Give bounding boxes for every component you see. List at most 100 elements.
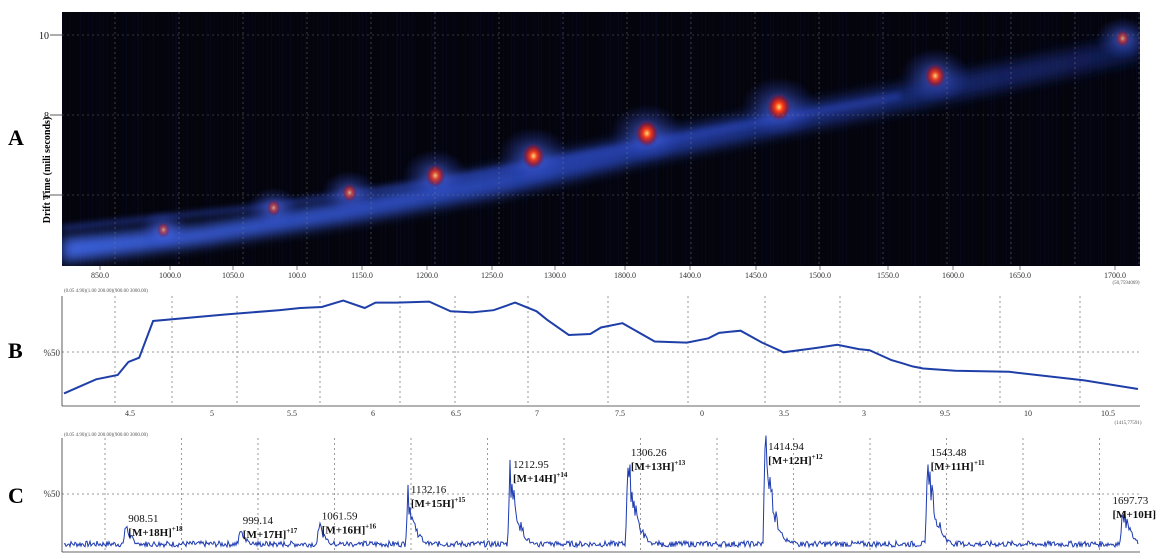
panel-b-x-tick-label: 10 xyxy=(1024,409,1032,418)
heatmap-streak xyxy=(263,12,265,266)
heatmap-x-tick-label: 1600.0 xyxy=(942,271,964,280)
heatmap-streak xyxy=(355,12,356,266)
heatmap-streak xyxy=(313,12,315,266)
heatmap-y-tick-8: 8 xyxy=(44,111,49,122)
peak-ion-label: [M+14H] xyxy=(513,473,557,485)
heatmap-streak xyxy=(602,12,604,266)
heatmap-streak xyxy=(404,12,406,266)
heatmap-streak xyxy=(469,12,470,266)
heatmap-streak xyxy=(255,12,257,266)
peak-charge-label: +18 xyxy=(172,525,183,533)
heatmap-streak xyxy=(69,12,71,266)
heatmap-streak xyxy=(987,12,989,266)
peak-mz-label: 1306.26 xyxy=(631,447,667,459)
heatmap-streak xyxy=(122,12,124,266)
heatmap-streak xyxy=(797,12,799,266)
heatmap-streak xyxy=(492,12,494,266)
heatmap-streak xyxy=(564,12,565,266)
heatmap-streak xyxy=(991,12,993,266)
heatmap-streak xyxy=(945,12,947,266)
heatmap-streak xyxy=(111,12,112,266)
heatmap-streak xyxy=(880,12,882,266)
peak-ion-label: [M+17H] xyxy=(243,529,287,541)
heatmap-x-tick-label: 1400.0 xyxy=(679,271,701,280)
heatmap-streak xyxy=(320,12,321,266)
peak-charge-label: +17 xyxy=(286,527,297,535)
heatmap-streak xyxy=(366,12,368,266)
heatmap-streak xyxy=(1002,12,1004,266)
heatmap-streak xyxy=(393,12,395,266)
heatmap-streak xyxy=(1105,12,1107,266)
heatmap-streak xyxy=(141,12,143,266)
heatmap-streak xyxy=(328,12,330,266)
panel-c-spectrum-trace xyxy=(63,435,1139,549)
heatmap-y-label: Drift Time (mili seconds) xyxy=(42,117,53,224)
heatmap-spot xyxy=(156,221,171,239)
heatmap-streak xyxy=(282,12,284,266)
heatmap-streak xyxy=(964,12,965,266)
heatmap-streak xyxy=(968,12,970,266)
heatmap-x-tick-label: 1250.0 xyxy=(481,271,503,280)
heatmap-streak xyxy=(922,12,924,266)
heatmap-streak xyxy=(998,12,999,266)
heatmap-streak xyxy=(899,12,901,266)
heatmap-streak xyxy=(876,12,878,266)
heatmap-streak xyxy=(926,12,928,266)
heatmap-streak xyxy=(134,12,136,266)
panel-b-x-tick-label: 7.5 xyxy=(615,409,625,418)
panel-b-header: (0.05 4.90)(1.00 200.00)(900.00 3000.00) xyxy=(64,289,148,294)
heatmap-streak xyxy=(1078,12,1080,266)
peak-charge-label: +11 xyxy=(974,459,985,467)
panel-a-heatmap: Drift Time (mili seconds) 10 8 5 850.0 10… xyxy=(39,12,1140,286)
heatmap-streak xyxy=(358,12,360,266)
panel-b-x-tick-label: 9.5 xyxy=(940,409,950,418)
heatmap-streak xyxy=(846,12,848,266)
panel-b-x-tick-label: 5.5 xyxy=(287,409,297,418)
heatmap-streak xyxy=(149,12,151,266)
heatmap-streak xyxy=(153,12,155,266)
heatmap-spots xyxy=(138,17,1140,250)
heatmap-streak xyxy=(476,12,478,266)
peak-charge-label: +14 xyxy=(556,471,567,479)
heatmap-streak xyxy=(65,12,67,266)
peak-charge-label: +12 xyxy=(812,453,823,461)
heatmap-streak xyxy=(103,12,105,266)
heatmap-streak xyxy=(1090,12,1092,266)
heatmap-streak xyxy=(359,12,361,266)
heatmap-streak xyxy=(324,12,326,266)
panel-b-x-tick-label: 0 xyxy=(700,409,704,418)
heatmap-y-tick-10: 10 xyxy=(39,31,49,42)
panel-b-x-tick-label: 7 xyxy=(535,409,539,418)
heatmap-streak xyxy=(397,12,399,266)
heatmap-streak xyxy=(1098,12,1100,266)
heatmap-x-tick-label: 1000.0 xyxy=(159,271,181,280)
heatmap-streak xyxy=(496,12,497,266)
heatmap-streak xyxy=(1040,12,1042,266)
heatmap-streak xyxy=(1056,12,1058,266)
panel-b-x-tick-label: 3 xyxy=(862,409,866,418)
heatmap-streak xyxy=(800,12,802,266)
heatmap-streak xyxy=(804,12,806,266)
heatmap-spot xyxy=(266,198,282,217)
heatmap-streak xyxy=(568,12,570,266)
peak-ion-label: [M+16H] xyxy=(322,525,366,537)
heatmap-streak xyxy=(472,12,474,266)
peak-ion-label: [M+10H] xyxy=(1112,509,1156,521)
heatmap-streak xyxy=(873,12,875,266)
heatmap-spot xyxy=(1114,28,1131,48)
peak-mz-label: 1543.48 xyxy=(931,447,967,459)
heatmap-streak xyxy=(351,12,353,266)
heatmap-x-tick-label: 1300.0 xyxy=(544,271,566,280)
heatmap-streak xyxy=(195,12,197,266)
heatmap-streak xyxy=(789,12,790,266)
heatmap-streak xyxy=(1139,12,1140,266)
heatmap-streak xyxy=(983,12,985,266)
heatmap-streak xyxy=(823,12,824,266)
peak-mz-label: 1132.16 xyxy=(411,484,447,496)
heatmap-spot xyxy=(521,141,546,170)
heatmap-x-tick-label: 100.0 xyxy=(288,271,306,280)
peak-mz-label: 1697.73 xyxy=(1112,495,1148,507)
heatmap-streak xyxy=(583,12,585,266)
heatmap-streak xyxy=(781,12,783,266)
heatmap-streak xyxy=(301,12,303,266)
